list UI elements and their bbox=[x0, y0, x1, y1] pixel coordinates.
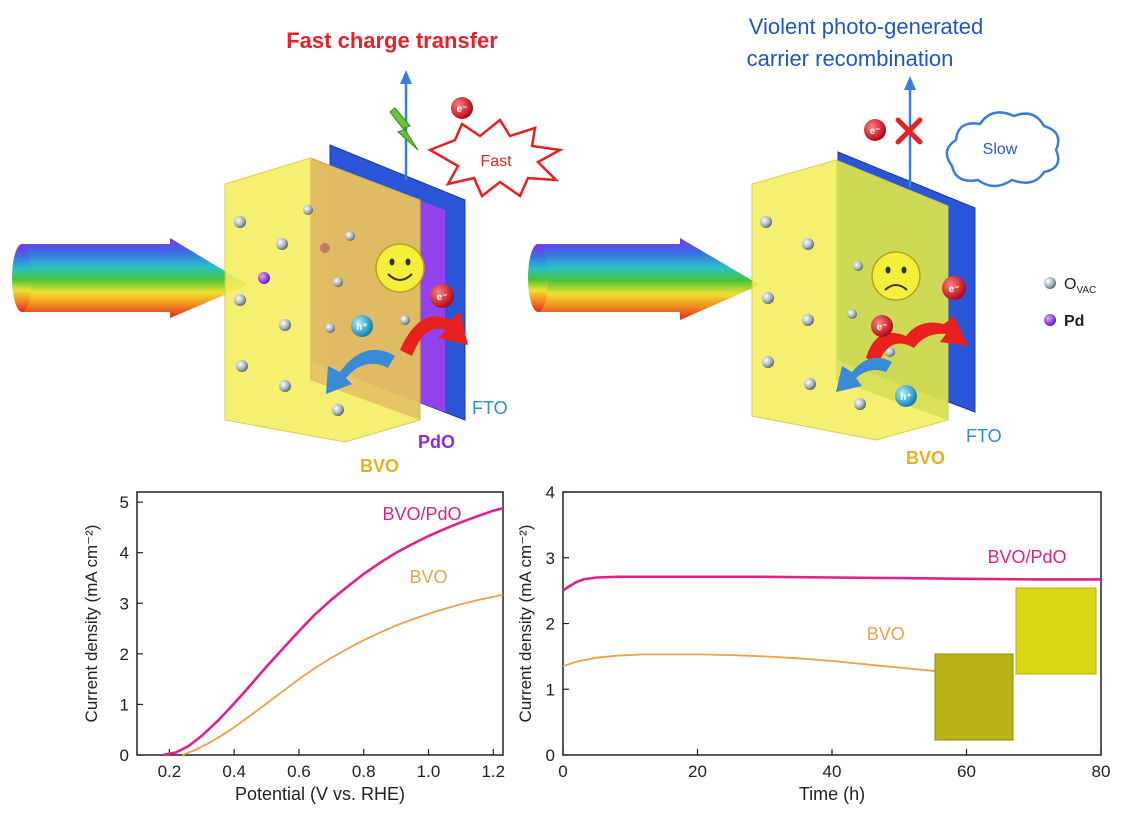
x-tick-label: 60 bbox=[957, 762, 976, 781]
series-label: BVO/PdO bbox=[988, 547, 1067, 567]
plot-frame bbox=[136, 491, 504, 756]
electron-icon bbox=[864, 119, 886, 141]
series-line-bvo-pdo bbox=[162, 506, 504, 757]
fast-burst-icon bbox=[427, 118, 564, 198]
slow-cloud-icon bbox=[945, 111, 1060, 188]
y-tick-label: 3 bbox=[120, 594, 129, 613]
electron-icon bbox=[451, 97, 473, 119]
hole-icon bbox=[895, 385, 917, 407]
right-schematic: Violent photo-generated carrier recombin… bbox=[528, 14, 1060, 468]
light-arrow-left bbox=[12, 238, 248, 318]
hole-label: h⁺ bbox=[356, 322, 367, 333]
y-axis-label: Current density (mA cm⁻²) bbox=[516, 525, 535, 723]
pdo-label: PdO bbox=[418, 432, 455, 452]
series-line-bvo bbox=[181, 593, 504, 756]
electron-label: e⁻ bbox=[870, 126, 881, 137]
right-title-line1: Violent photo-generated bbox=[749, 14, 983, 39]
bvo-label-right: BVO bbox=[906, 448, 945, 468]
electron-label: e⁻ bbox=[437, 292, 448, 303]
pd-dot bbox=[320, 243, 330, 253]
lightning-icon bbox=[389, 107, 419, 151]
y-tick-label: 3 bbox=[546, 549, 555, 568]
x-tick-label: 0 bbox=[558, 762, 567, 781]
x-tick-label: 1.0 bbox=[417, 762, 441, 781]
hole-transfer-arrow bbox=[326, 349, 395, 394]
electron-transfer-arrow bbox=[400, 312, 468, 356]
electron-icon bbox=[430, 284, 454, 308]
pd-legend-label: Pd bbox=[1064, 313, 1084, 330]
x-tick-label: 0.6 bbox=[287, 762, 311, 781]
y-tick-label: 5 bbox=[120, 493, 129, 512]
happy-face-icon bbox=[375, 243, 425, 293]
series-line-bvo bbox=[562, 653, 947, 674]
series-label: BVO/PdO bbox=[383, 504, 462, 524]
x-tick-label: 20 bbox=[688, 762, 707, 781]
pd-legend-icon bbox=[1044, 314, 1056, 326]
y-tick-label: 1 bbox=[546, 680, 555, 699]
left-title: Fast charge transfer bbox=[286, 28, 498, 53]
fast-label: Fast bbox=[480, 153, 512, 170]
recombination-arrow bbox=[866, 316, 968, 364]
ovac-legend-icon bbox=[1044, 277, 1056, 289]
electron-label: e⁻ bbox=[877, 322, 888, 333]
bvo-label-left: BVO bbox=[360, 456, 399, 476]
slow-label: Slow bbox=[983, 141, 1018, 158]
right-title-line2: carrier recombination bbox=[747, 46, 954, 71]
y-tick-label: 0 bbox=[546, 746, 555, 765]
legend: OVAC Pd bbox=[1044, 276, 1096, 330]
series-label: BVO bbox=[867, 624, 905, 644]
light-arrow-right bbox=[528, 238, 760, 320]
ovac-dots-right bbox=[760, 216, 895, 410]
left-schematic: Fast charge transfer Fast e⁻ bbox=[12, 28, 564, 476]
y-tick-label: 2 bbox=[546, 615, 555, 634]
x-tick-label: 1.2 bbox=[481, 762, 505, 781]
chart-time: 0 20 40 60 80 0 1 2 3 4 Time (h) Current density (m… bbox=[516, 483, 1110, 804]
x-tick-label: 80 bbox=[1092, 762, 1111, 781]
output-arrowhead-left bbox=[400, 70, 412, 84]
bvo-pdo-interface bbox=[310, 158, 420, 420]
y-tick-label: 4 bbox=[120, 544, 129, 563]
x-tick-label: 0.2 bbox=[158, 762, 182, 781]
x-axis-label: Potential (V vs. RHE) bbox=[235, 784, 405, 804]
ovac-dots-left bbox=[234, 205, 410, 416]
fto-label-right: FTO bbox=[966, 426, 1002, 446]
chart-potential: 0.2 0.4 0.6 0.8 1.0 1.2 0 1 2 3 4 5 Potential (V vs.… bbox=[82, 491, 505, 804]
electron-label: e⁻ bbox=[457, 104, 468, 115]
blocked-x-icon bbox=[895, 117, 923, 145]
x-axis-label: Time (h) bbox=[799, 784, 865, 804]
x-tick-label: 0.8 bbox=[352, 762, 376, 781]
x-tick-label: 40 bbox=[823, 762, 842, 781]
pd-dot bbox=[258, 272, 270, 284]
y-tick-label: 1 bbox=[120, 695, 129, 714]
electron-icon bbox=[871, 315, 893, 337]
hole-label: h⁺ bbox=[900, 392, 911, 403]
ovac-legend-label: OVAC bbox=[1064, 276, 1096, 296]
electron-icon bbox=[942, 276, 966, 300]
hole-transfer-arrow bbox=[836, 357, 892, 392]
x-tick-label: 0.4 bbox=[222, 762, 246, 781]
electron-label: e⁻ bbox=[949, 284, 960, 295]
output-arrowhead-right bbox=[904, 76, 916, 90]
series-line-bvo-pdo bbox=[562, 575, 1101, 592]
y-tick-label: 2 bbox=[120, 645, 129, 664]
bvo-pdo-photo-inset bbox=[1015, 587, 1097, 675]
y-axis-label: Current density (mA cm⁻²) bbox=[82, 525, 101, 723]
series-label: BVO bbox=[409, 567, 447, 587]
bvo-photo-inset bbox=[934, 653, 1014, 741]
y-tick-label: 4 bbox=[546, 483, 555, 502]
sad-face-icon bbox=[871, 251, 921, 301]
y-tick-label: 0 bbox=[120, 746, 129, 765]
fto-label-left: FTO bbox=[472, 398, 508, 418]
hole-icon bbox=[351, 315, 373, 337]
